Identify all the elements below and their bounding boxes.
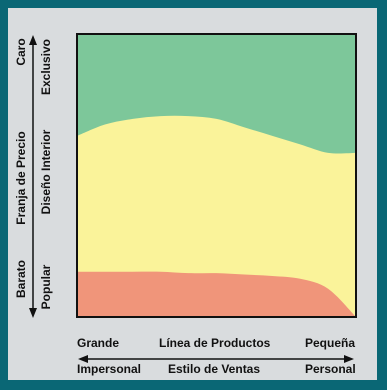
y-axis-arrow-up [29,35,37,45]
segment-label-popular: Popular [39,264,53,310]
y-axis-arrow-down [29,308,37,318]
y-axis-title: Franja de Precio [14,131,28,225]
x-axis-arrow-right [344,355,354,363]
x-axis2-right-label: Personal [305,362,356,376]
y-axis-bottom-end-label: Barato [14,259,28,299]
y-axis-top-end-label: Caro [14,38,28,66]
x-axis2-left-label: Impersonal [77,362,142,376]
segment-label-diseno-interior: Diseño Interior [39,129,53,215]
x-axis2-title: Estilo de Ventas [168,362,261,376]
region-popular [77,271,356,317]
x-axis1-title: Línea de Productos [159,336,271,350]
chart-frame [76,33,357,318]
x-axis-arrow-left [78,355,88,363]
segment-label-exclusivo: Exclusivo [39,38,53,96]
x-axis1-left-label: Grande [77,336,120,350]
region-diseno-interior [77,115,356,317]
x-axis1-right-label: Pequeña [305,336,356,350]
